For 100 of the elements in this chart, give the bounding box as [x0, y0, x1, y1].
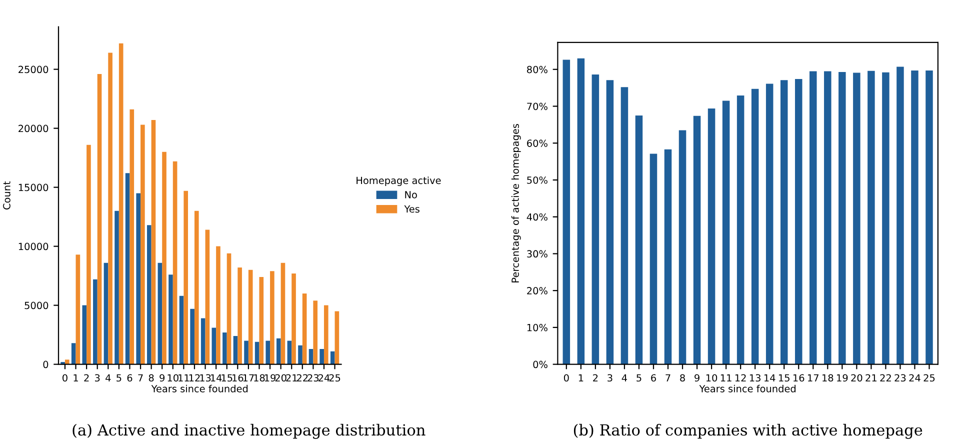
y-tick-label: 10000 [18, 242, 48, 250]
bar [97, 74, 102, 364]
bar [292, 273, 296, 364]
legend-label: Yes [404, 205, 420, 213]
bar [592, 74, 600, 364]
bar [650, 154, 658, 364]
bar [824, 71, 832, 364]
x-tick-label: 0 [62, 374, 68, 382]
bar [222, 332, 227, 364]
y-axis-title: Percentage of active homepages [511, 124, 521, 282]
bar [238, 268, 242, 364]
x-tick-label: 4 [106, 374, 111, 382]
bar [678, 130, 686, 364]
x-tick-label: 7 [138, 374, 143, 382]
y-tick-label: 0 [43, 360, 48, 368]
x-tick-label: 6 [127, 374, 132, 382]
x-tick-label: 8 [148, 374, 154, 382]
x-tick-label: 0 [564, 374, 569, 382]
bar [226, 253, 232, 364]
x-tick-label: 2 [593, 374, 598, 382]
bar [620, 87, 628, 364]
bar [114, 210, 119, 364]
bar [212, 328, 216, 364]
x-tick-label: 22 [296, 374, 308, 382]
y-tick-label: 15000 [18, 184, 48, 192]
bar [158, 262, 162, 364]
bar [172, 161, 178, 364]
x-tick-label: 19 [264, 374, 276, 382]
x-tick-label: 13 [200, 374, 211, 382]
bar [205, 230, 210, 364]
y-tick-label: 20% [527, 287, 548, 294]
x-tick-label: 8 [680, 374, 685, 382]
x-axis-title: Years since founded [151, 384, 248, 392]
bar [108, 52, 112, 364]
bar [722, 100, 730, 364]
x-tick-label: 4 [622, 374, 628, 382]
bar [324, 305, 328, 364]
y-tick-label: 0% [533, 360, 548, 368]
text: (a) Active and inactive homepage distribution [72, 424, 426, 439]
y-tick-label: 25000 [18, 66, 48, 74]
legend-title: Homepage active [356, 176, 441, 186]
bar [76, 254, 80, 364]
y-tick-label: 80% [527, 66, 548, 74]
bar [780, 80, 788, 364]
bar [606, 80, 614, 364]
bar [810, 71, 817, 364]
x-tick-label: 21 [286, 374, 297, 382]
x-tick-label: 23 [894, 374, 906, 382]
bar [287, 340, 292, 364]
bar [194, 210, 199, 364]
bar [330, 351, 335, 364]
bar [320, 348, 324, 364]
bar [708, 108, 716, 364]
x-tick-label: 12 [735, 374, 746, 382]
x-tick-label: 11 [178, 374, 189, 382]
bar [125, 173, 130, 364]
y-tick-label: 30% [527, 250, 548, 258]
bar [766, 84, 774, 364]
bar [140, 124, 145, 364]
bar [259, 276, 264, 364]
x-tick-label: 25 [329, 374, 340, 382]
x-tick-label: 1 [74, 374, 78, 382]
bar [853, 72, 860, 364]
x-tick-label: 7 [666, 374, 670, 382]
bar [664, 149, 672, 364]
x-tick-label: 14 [764, 374, 776, 382]
bar [882, 72, 890, 364]
bar [104, 262, 108, 364]
bar [200, 318, 206, 364]
bar [926, 70, 933, 364]
bar [635, 115, 643, 364]
bar [190, 308, 194, 364]
bar [562, 60, 570, 364]
bar [794, 78, 802, 364]
y-tick-label: 60% [527, 140, 548, 147]
x-tick-label: 23 [308, 374, 319, 382]
bar [868, 70, 875, 364]
x-tick-label: 10 [706, 374, 718, 382]
x-tick-label: 18 [822, 374, 834, 382]
y-tick-label: 10% [527, 324, 548, 332]
bar [693, 116, 701, 364]
x-tick-label: 13 [750, 374, 760, 382]
legend-label: No [405, 191, 417, 198]
y-tick-label: 40% [526, 213, 548, 221]
text: (b) Ratio of companies with active homepage [574, 424, 922, 439]
bar [302, 294, 307, 364]
bar [93, 279, 98, 364]
y-tick-label: 50% [527, 176, 548, 184]
x-tick-label: 17 [808, 374, 818, 382]
y-tick-label: 70% [527, 102, 548, 110]
bar [838, 72, 846, 364]
x-tick-label: 11 [720, 374, 732, 382]
x-tick-label: 15 [222, 374, 232, 382]
y-tick-label: 20000 [18, 124, 48, 132]
x-tick-label: 10 [168, 374, 178, 382]
bar [313, 300, 318, 364]
y-axis-title: Count [3, 181, 10, 210]
x-tick-label: 17 [243, 374, 254, 382]
x-tick-label: 22 [880, 374, 891, 382]
x-tick-label: 16 [794, 374, 804, 382]
